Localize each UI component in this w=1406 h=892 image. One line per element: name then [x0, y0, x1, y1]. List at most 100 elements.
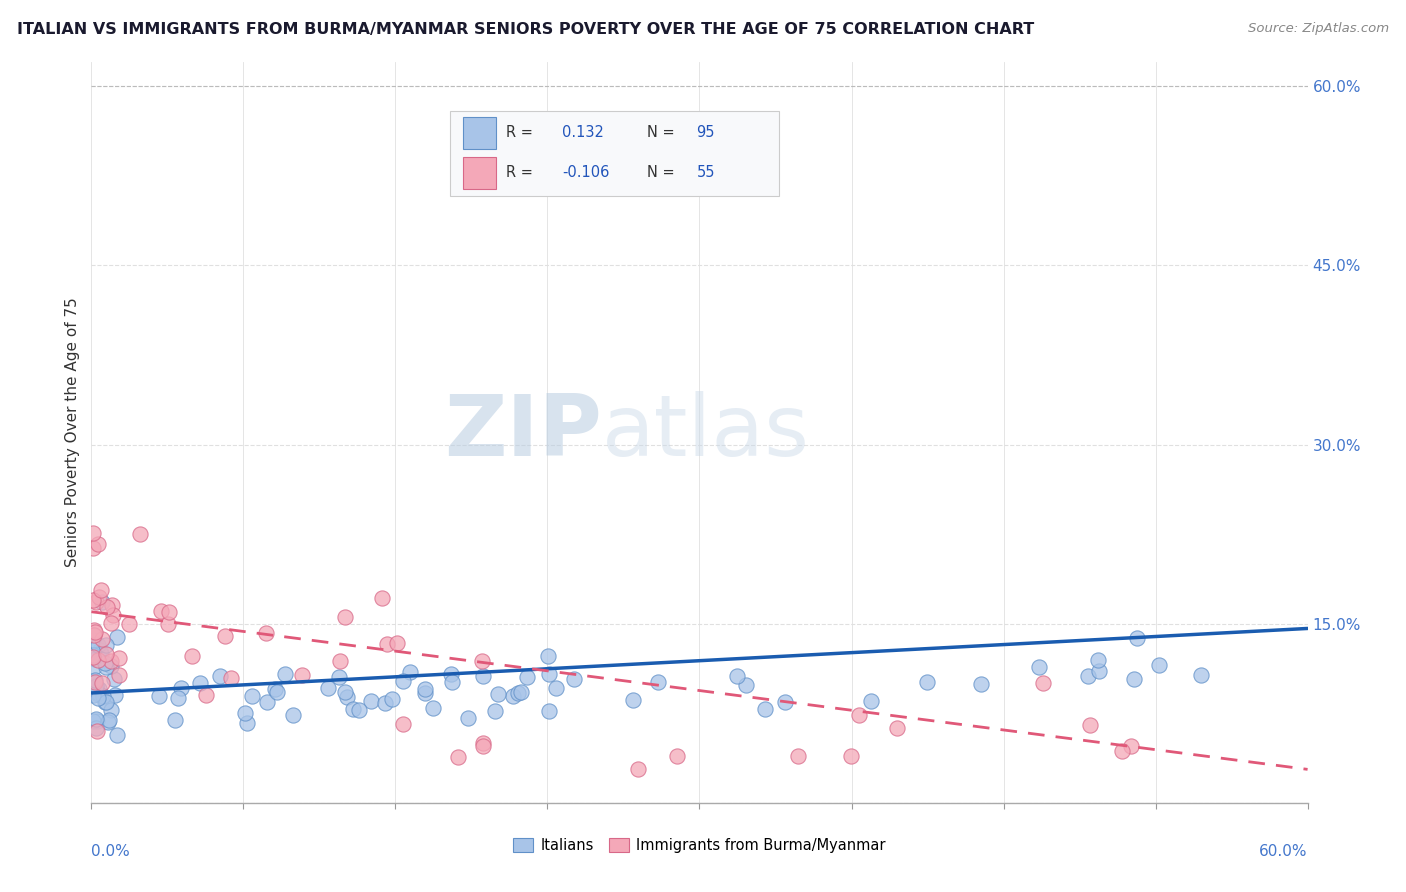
- Point: [100, 659, 122, 673]
- Point: [329, 654, 352, 668]
- Point: [1121, 739, 1143, 753]
- Point: [1123, 672, 1146, 686]
- Point: [266, 684, 288, 698]
- Point: [242, 689, 264, 703]
- Point: [82, 541, 104, 556]
- Point: [860, 694, 883, 708]
- Point: [1111, 744, 1133, 758]
- Point: [98, 713, 121, 727]
- Point: [413, 681, 436, 696]
- Text: 0.0%: 0.0%: [91, 844, 131, 858]
- Point: [82, 593, 104, 607]
- Point: [82, 676, 104, 690]
- Point: [510, 684, 533, 698]
- Point: [84, 679, 107, 693]
- Point: [84, 722, 107, 736]
- Point: [104, 688, 127, 702]
- Point: [91, 690, 114, 704]
- Point: [486, 687, 509, 701]
- Point: [108, 651, 131, 665]
- Point: [472, 669, 495, 683]
- Text: 60.0%: 60.0%: [1260, 844, 1308, 858]
- Point: [156, 616, 179, 631]
- Point: [1088, 664, 1111, 678]
- Point: [915, 675, 938, 690]
- Point: [100, 702, 122, 716]
- Point: [1189, 667, 1212, 681]
- Point: [91, 595, 114, 609]
- Point: [82, 632, 104, 647]
- Point: [336, 690, 359, 705]
- Point: [105, 630, 128, 644]
- Point: [621, 693, 644, 707]
- Point: [91, 632, 114, 647]
- Point: [89, 642, 111, 657]
- Point: [84, 595, 107, 609]
- Point: [236, 715, 259, 730]
- Point: [188, 675, 211, 690]
- Point: [516, 670, 538, 684]
- Point: [87, 638, 110, 652]
- Point: [103, 673, 125, 687]
- Point: [502, 689, 524, 703]
- Point: [647, 674, 669, 689]
- Point: [318, 681, 340, 695]
- Point: [87, 682, 110, 697]
- Point: [538, 704, 561, 718]
- Point: [773, 695, 796, 709]
- Legend: Italians, Immigrants from Burma/Myanmar: Italians, Immigrants from Burma/Myanmar: [508, 831, 891, 858]
- Point: [471, 736, 494, 750]
- Point: [108, 667, 131, 681]
- Point: [83, 659, 105, 673]
- Point: [1126, 631, 1149, 645]
- Point: [256, 696, 278, 710]
- Point: [105, 728, 128, 742]
- Point: [391, 716, 413, 731]
- Point: [83, 652, 105, 666]
- Point: [347, 703, 370, 717]
- Point: [101, 607, 124, 622]
- Point: [128, 527, 150, 541]
- Point: [754, 702, 776, 716]
- Point: [374, 697, 396, 711]
- Point: [84, 712, 107, 726]
- Point: [627, 762, 650, 776]
- Text: Source: ZipAtlas.com: Source: ZipAtlas.com: [1249, 22, 1389, 36]
- Point: [97, 714, 120, 729]
- Point: [1147, 657, 1170, 672]
- Point: [82, 714, 104, 728]
- Point: [848, 707, 870, 722]
- Y-axis label: Seniors Poverty Over the Age of 75: Seniors Poverty Over the Age of 75: [65, 298, 80, 567]
- Point: [335, 684, 357, 698]
- Point: [149, 604, 172, 618]
- Point: [195, 688, 218, 702]
- Point: [787, 749, 810, 764]
- Point: [94, 695, 117, 709]
- Point: [735, 678, 758, 692]
- Point: [167, 690, 190, 705]
- Point: [100, 616, 122, 631]
- Point: [1077, 669, 1099, 683]
- Point: [375, 637, 398, 651]
- Point: [1087, 653, 1109, 667]
- Point: [281, 708, 304, 723]
- Point: [91, 676, 114, 690]
- Point: [170, 681, 193, 696]
- Point: [725, 669, 748, 683]
- Point: [84, 675, 107, 690]
- Point: [208, 669, 231, 683]
- Point: [537, 649, 560, 664]
- Point: [291, 668, 314, 682]
- Point: [1032, 676, 1054, 690]
- Point: [484, 704, 506, 718]
- Point: [118, 617, 141, 632]
- Point: [254, 626, 277, 640]
- Point: [86, 723, 108, 738]
- Point: [87, 590, 110, 604]
- Point: [440, 674, 463, 689]
- Point: [83, 624, 105, 639]
- Point: [148, 690, 170, 704]
- Point: [381, 692, 404, 706]
- Point: [87, 686, 110, 700]
- Point: [422, 701, 444, 715]
